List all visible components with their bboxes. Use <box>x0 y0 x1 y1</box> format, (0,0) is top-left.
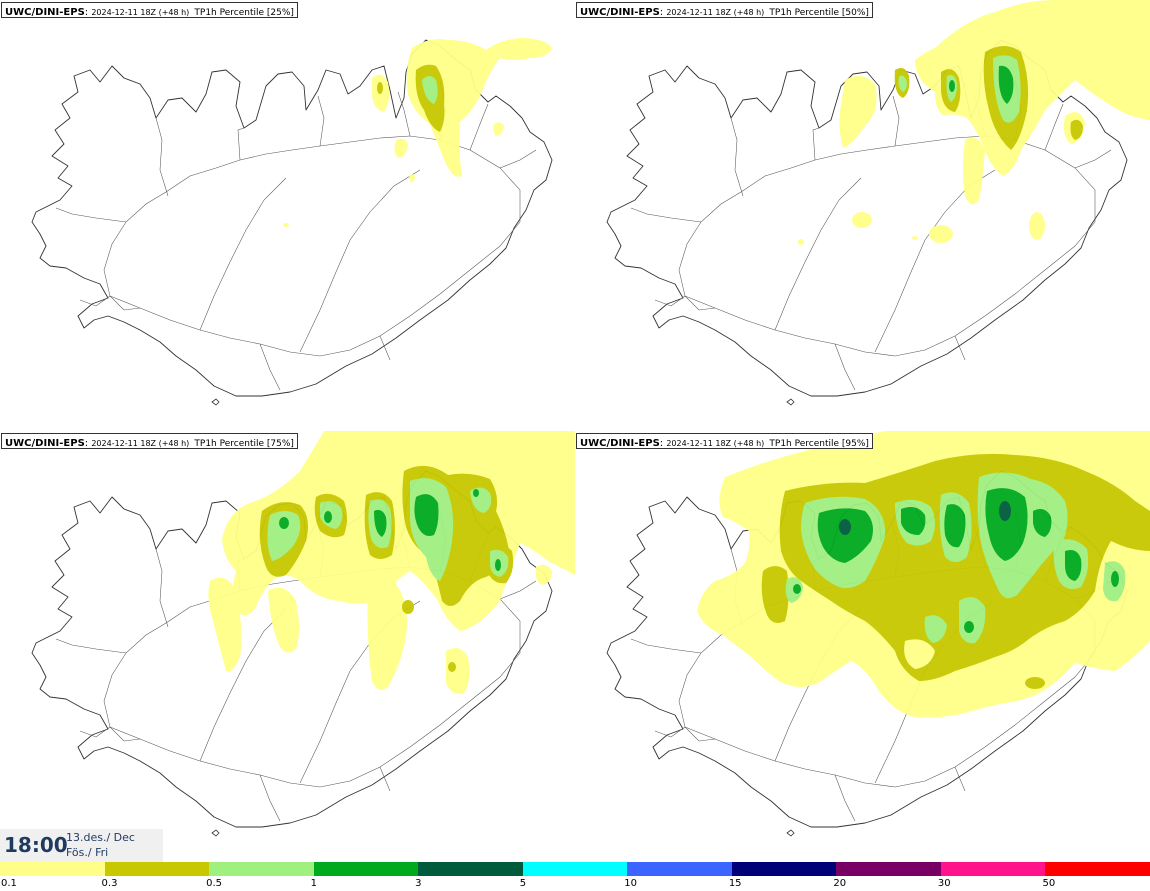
valid-date: 13.des./ Dec <box>66 831 135 844</box>
legend-tick-label: 1 <box>310 878 317 889</box>
model-name: UWC/DINI-EPS <box>5 7 85 18</box>
precip-layer <box>697 431 1150 718</box>
legend-swatch <box>522 862 628 876</box>
parameter-label: TP1h Percentile [50%] <box>769 8 869 18</box>
map-canvas-p50 <box>606 0 1150 406</box>
run-time: 2024-12-11 18Z (+48 h) <box>91 439 190 448</box>
run-time: 2024-12-11 18Z (+48 h) <box>666 8 765 17</box>
legend-swatch <box>940 862 1046 876</box>
legend-swatch <box>418 862 524 876</box>
precip-layer <box>283 38 552 227</box>
legend-swatch <box>627 862 733 876</box>
legend-swatch <box>836 862 942 876</box>
panel-title-p50: UWC/DINI-EPS: 2024-12-11 18Z (+48 h) TP1… <box>576 2 873 18</box>
valid-time-box: 18:00 13.des./ Dec Fös./ Fri <box>0 829 163 862</box>
precip-layer <box>208 431 575 694</box>
legend-swatch <box>313 862 419 876</box>
legend-tick-label: 0.5 <box>206 878 222 889</box>
parameter-label: TP1h Percentile [95%] <box>769 439 869 449</box>
legend-tick-label: 0.1 <box>1 878 17 889</box>
legend-tick-label: 15 <box>728 878 742 889</box>
valid-weekday: Fös./ Fri <box>66 846 109 859</box>
map-canvas-p25 <box>31 38 553 406</box>
model-name: UWC/DINI-EPS <box>5 438 85 449</box>
legend-swatch <box>731 862 837 876</box>
parameter-label: TP1h Percentile [75%] <box>194 439 294 449</box>
model-name: UWC/DINI-EPS <box>580 7 660 18</box>
panel-title-p25: UWC/DINI-EPS: 2024-12-11 18Z (+48 h) TP1… <box>1 2 298 18</box>
panel-title-p75: UWC/DINI-EPS: 2024-12-11 18Z (+48 h) TP1… <box>1 433 298 449</box>
legend-tick-label: 10 <box>624 878 637 889</box>
panel-title-p95: UWC/DINI-EPS: 2024-12-11 18Z (+48 h) TP1… <box>576 433 873 449</box>
map-canvas-p95 <box>606 431 1150 837</box>
legend-tick-label: 3 <box>415 878 422 889</box>
parameter-label: TP1h Percentile [25%] <box>194 8 294 18</box>
run-time: 2024-12-11 18Z (+48 h) <box>666 439 765 448</box>
legend-swatch <box>104 862 210 876</box>
legend-tick-label: 50 <box>1042 878 1056 889</box>
legend-tick-label: 5 <box>519 878 527 889</box>
legend-tick-label: 0.3 <box>101 878 118 889</box>
map-canvas-p75 <box>31 431 575 837</box>
map-panel-p95: UWC/DINI-EPS: 2024-12-11 18Z (+48 h) TP1… <box>575 431 1150 861</box>
legend-tick-label: 30 <box>937 878 951 889</box>
map-panel-p50: UWC/DINI-EPS: 2024-12-11 18Z (+48 h) TP1… <box>575 0 1150 430</box>
map-panel-p25: UWC/DINI-EPS: 2024-12-11 18Z (+48 h) TP1… <box>0 0 575 430</box>
map-panel-p75: UWC/DINI-EPS: 2024-12-11 18Z (+48 h) TP1… <box>0 431 575 861</box>
valid-time: 18:00 <box>4 833 68 857</box>
legend-swatch <box>209 862 315 876</box>
model-name: UWC/DINI-EPS <box>580 438 660 449</box>
legend-swatch <box>1045 862 1150 876</box>
precip-layer <box>798 0 1150 245</box>
legend-tick-label: 20 <box>833 878 847 889</box>
run-time: 2024-12-11 18Z (+48 h) <box>91 8 190 17</box>
legend-swatch <box>0 862 105 876</box>
precip-legend: 0.1 0.3 0.5 1 3 5 10 15 20 30 50 <box>0 862 1150 891</box>
